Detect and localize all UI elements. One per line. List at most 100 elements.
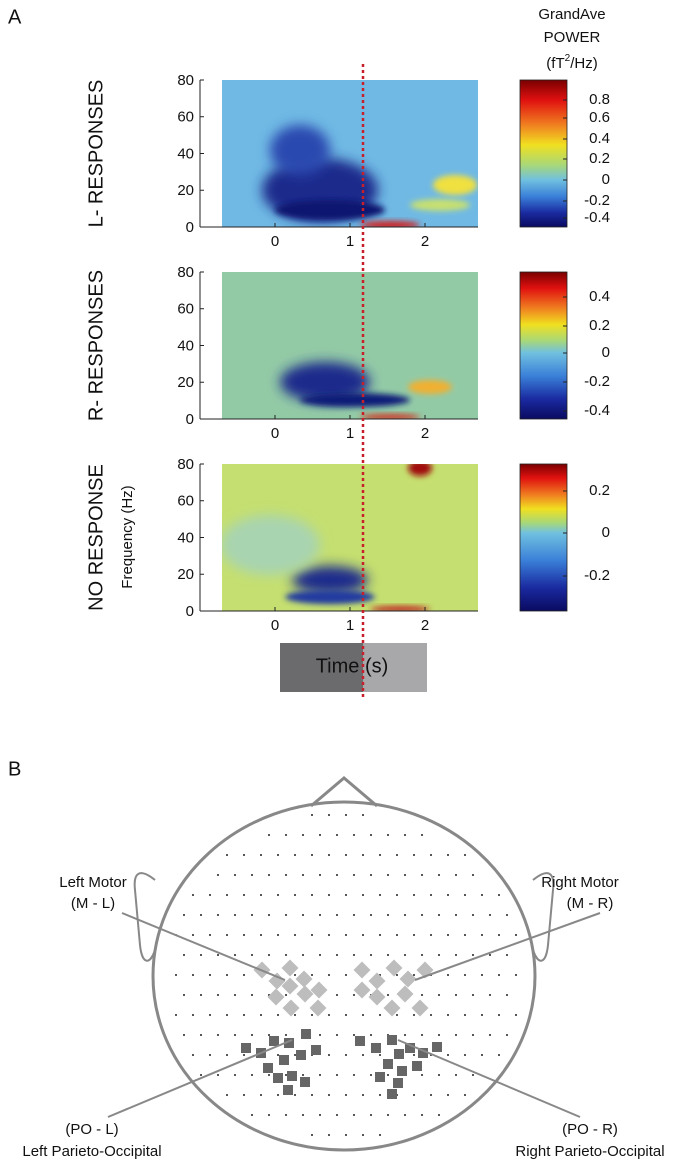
sensor-dot bbox=[268, 1114, 270, 1116]
power-blob bbox=[410, 199, 470, 211]
sensor-dot bbox=[234, 914, 236, 916]
power-blob bbox=[292, 566, 368, 594]
sensor-dot bbox=[387, 834, 389, 836]
sensor-dot bbox=[379, 1134, 381, 1136]
sensor-dot bbox=[370, 1074, 372, 1076]
unit-part: /Hz) bbox=[570, 55, 598, 72]
sensor-dot bbox=[362, 1014, 364, 1016]
sensor-dot bbox=[217, 1034, 219, 1036]
sensor-dots bbox=[175, 814, 517, 1136]
sensor-dot bbox=[455, 1034, 457, 1036]
sensor-dot bbox=[192, 894, 194, 896]
power-blob bbox=[300, 393, 410, 407]
sensor-dot bbox=[260, 894, 262, 896]
region-name: Left Motor bbox=[59, 874, 127, 891]
sensor-dot bbox=[277, 854, 279, 856]
sensor-dot bbox=[200, 1074, 202, 1076]
sensor-dot bbox=[396, 934, 398, 936]
sensor-dot bbox=[243, 1094, 245, 1096]
power-blob bbox=[408, 380, 452, 394]
x-tick-label: 1 bbox=[346, 425, 354, 442]
sensor-dot bbox=[268, 874, 270, 876]
sensor-dot bbox=[413, 1054, 415, 1056]
sensor-dot bbox=[481, 1014, 483, 1016]
sensor-dot bbox=[353, 874, 355, 876]
sensor-dot bbox=[362, 894, 364, 896]
y-tick-label: 40 bbox=[177, 529, 194, 546]
sensor-dot bbox=[192, 974, 194, 976]
sensor-dot bbox=[345, 894, 347, 896]
sensor-dot bbox=[489, 1034, 491, 1036]
sensor-dot bbox=[209, 1014, 211, 1016]
sensor-dot bbox=[277, 934, 279, 936]
sensor-dot bbox=[260, 1094, 262, 1096]
sensor-dot bbox=[387, 1074, 389, 1076]
sensor-dot bbox=[217, 994, 219, 996]
sensor-dot bbox=[328, 1014, 330, 1016]
row-label: L- RESPONSES bbox=[85, 80, 107, 228]
sensor-dot bbox=[362, 1054, 364, 1056]
y-tick-label: 60 bbox=[177, 493, 194, 510]
sensor-dot bbox=[387, 914, 389, 916]
colorbar-tick-label: 0.2 bbox=[589, 482, 610, 499]
motor-sensor bbox=[353, 981, 371, 999]
region-code: (PO - L) bbox=[65, 1121, 118, 1138]
x-tick-label: 0 bbox=[271, 617, 279, 634]
sensor-dot bbox=[175, 1014, 177, 1016]
sensor-dot bbox=[285, 954, 287, 956]
sensor-dot bbox=[285, 874, 287, 876]
sensor-dot bbox=[413, 1014, 415, 1016]
x-tick-label: 1 bbox=[346, 617, 354, 634]
colorbar-tick-label: 0.6 bbox=[589, 109, 610, 126]
sensor-dot bbox=[328, 1094, 330, 1096]
sensor-dot bbox=[294, 1054, 296, 1056]
sensor-groups bbox=[241, 959, 442, 1099]
sensor-dot bbox=[438, 874, 440, 876]
sensor-dot bbox=[302, 874, 304, 876]
sensor-dot bbox=[430, 854, 432, 856]
motor-sensor bbox=[295, 970, 313, 988]
sensor-dot bbox=[498, 974, 500, 976]
sensor-dot bbox=[472, 1034, 474, 1036]
sensor-dot bbox=[515, 934, 517, 936]
spectrogram bbox=[222, 464, 478, 611]
motor-sensor bbox=[281, 977, 299, 995]
sensor-dot bbox=[481, 1054, 483, 1056]
left-ear bbox=[133, 872, 156, 962]
sensor-dot bbox=[311, 1134, 313, 1136]
unit-superscript: 2 bbox=[565, 53, 571, 64]
sensor-dot bbox=[455, 1074, 457, 1076]
sensor-dot bbox=[336, 834, 338, 836]
sensor-dot bbox=[353, 954, 355, 956]
y-tick-label: 80 bbox=[177, 456, 194, 473]
motor-sensor bbox=[385, 959, 403, 977]
sensor-dot bbox=[319, 914, 321, 916]
sensor-dot bbox=[447, 974, 449, 976]
sensor-dot bbox=[336, 874, 338, 876]
colorbar-tick-label: -0.2 bbox=[584, 192, 610, 209]
y-tick-label: 80 bbox=[177, 264, 194, 281]
po-sensor bbox=[355, 1036, 365, 1046]
sensor-dot bbox=[404, 1114, 406, 1116]
time-box-dark bbox=[280, 643, 363, 692]
leader-line bbox=[107, 1039, 293, 1118]
sensor-dot bbox=[481, 934, 483, 936]
colorbar-tick-label: -0.2 bbox=[584, 567, 610, 584]
sensor-dot bbox=[294, 934, 296, 936]
sensor-dot bbox=[455, 874, 457, 876]
x-tick-label: 1 bbox=[346, 233, 354, 250]
sensor-dot bbox=[192, 1054, 194, 1056]
sensor-dot bbox=[209, 1054, 211, 1056]
motor-sensor bbox=[296, 985, 314, 1003]
sensor-dot bbox=[234, 994, 236, 996]
colorbar bbox=[519, 463, 568, 612]
leader-line bbox=[414, 912, 601, 981]
sensor-dot bbox=[430, 894, 432, 896]
sensor-dot bbox=[455, 954, 457, 956]
unit-part: (fT bbox=[546, 55, 564, 72]
sensor-dot bbox=[362, 1134, 364, 1136]
sensor-dot bbox=[379, 934, 381, 936]
sensor-dot bbox=[396, 854, 398, 856]
sensor-dot bbox=[294, 974, 296, 976]
